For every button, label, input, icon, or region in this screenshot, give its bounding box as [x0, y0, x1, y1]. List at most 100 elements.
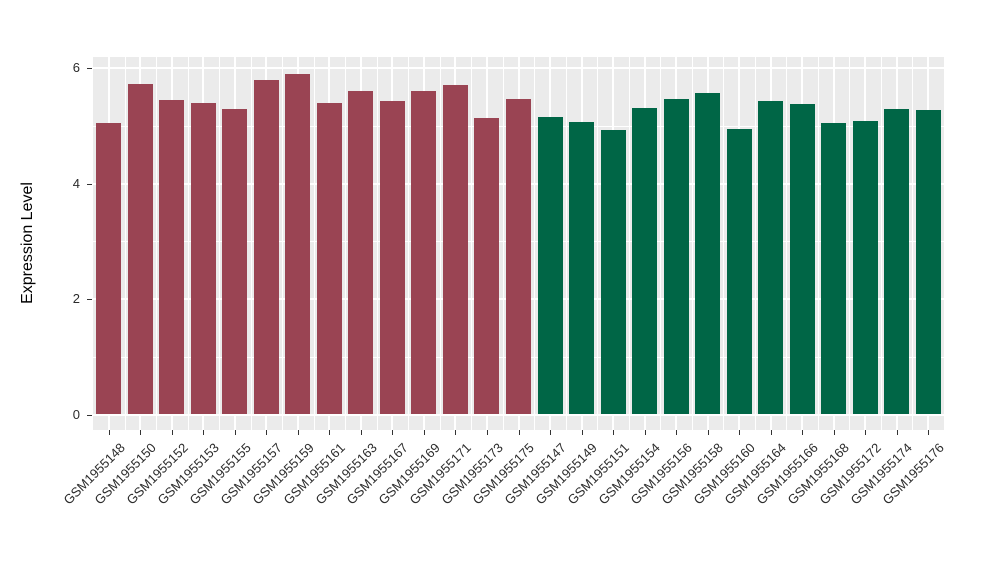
bar-GSM1955154: [632, 108, 658, 415]
bar-GSM1955160: [726, 129, 752, 415]
x-tick-label-text: GSM1955153: [154, 440, 222, 508]
x-tick-label-text: GSM1955149: [532, 440, 601, 508]
x-axis-tick: [455, 430, 457, 435]
x-tick-label-text: GSM1955173: [438, 440, 506, 508]
x-tick-label: GSM1955172: [713, 439, 883, 507]
bar-GSM1955176: [915, 109, 941, 415]
x-tick-label: GSM1955151: [461, 439, 631, 507]
x-axis-tick: [392, 430, 394, 435]
gridline-x-minor: [786, 57, 788, 430]
y-axis-tick: [87, 414, 92, 416]
bar-GSM1955167: [379, 101, 405, 415]
gridline-x-minor: [534, 57, 536, 430]
x-tick-label-text: GSM1955148: [60, 440, 128, 508]
x-tick-label: GSM1955156: [524, 439, 694, 507]
gridline-x-minor: [628, 57, 630, 430]
x-tick-label-text: GSM1955159: [249, 440, 317, 508]
x-tick-label-text: GSM1955168: [784, 440, 853, 508]
x-tick-label: GSM1955175: [367, 439, 537, 507]
bar-GSM1955172: [852, 120, 878, 415]
y-tick-label: 6: [72, 60, 80, 76]
y-axis-title: Expression Level: [19, 182, 36, 304]
bar-GSM1955156: [663, 98, 689, 415]
x-axis-tick: [329, 430, 331, 435]
x-axis-tick: [360, 430, 362, 435]
x-tick-label: GSM1955163: [209, 439, 379, 507]
x-tick-label-text: GSM1955154: [595, 440, 664, 508]
x-axis-tick: [928, 430, 930, 435]
x-tick-label-text: GSM1955152: [123, 440, 191, 508]
bar-GSM1955164: [758, 101, 784, 415]
bar-GSM1955171: [442, 85, 468, 415]
x-tick-label: GSM1955171: [303, 439, 474, 507]
bar-GSM1955168: [821, 123, 847, 415]
x-tick-label-text: GSM1955176: [879, 440, 947, 508]
bar-GSM1955166: [789, 104, 815, 415]
bar-GSM1955158: [695, 93, 721, 415]
bar-GSM1955163: [348, 90, 374, 415]
x-tick-label-text: GSM1955157: [217, 440, 285, 508]
gridline-x-minor: [439, 57, 441, 430]
x-axis-tick: [865, 430, 867, 435]
gridline-x-minor: [124, 57, 126, 430]
gridline-x-minor: [219, 57, 221, 430]
bar-GSM1955161: [316, 102, 342, 415]
x-tick-label: GSM1955153: [51, 439, 222, 507]
gridline-x-minor: [376, 57, 378, 430]
x-tick-label: GSM1955158: [556, 439, 726, 507]
bar-GSM1955147: [537, 116, 563, 415]
gridline-x-minor: [187, 57, 189, 430]
x-axis-tick: [550, 430, 552, 435]
bar-GSM1955149: [569, 121, 595, 415]
gridline-x-minor: [660, 57, 662, 430]
x-tick-label: GSM1955150: [0, 439, 159, 507]
x-axis-tick: [802, 430, 804, 435]
x-tick-label: GSM1955149: [430, 439, 600, 507]
bar-GSM1955173: [474, 117, 500, 415]
x-axis-tick: [266, 430, 268, 435]
x-tick-label-text: GSM1955171: [406, 440, 475, 508]
x-tick-label-text: GSM1955151: [564, 440, 632, 508]
x-tick-label: GSM1955154: [493, 439, 663, 507]
gridline-x-minor: [471, 57, 473, 430]
gridline-x-minor: [156, 57, 158, 430]
bar-GSM1955153: [190, 102, 216, 415]
x-tick-label: GSM1955169: [272, 439, 442, 507]
y-tick-label: 4: [72, 175, 80, 191]
bar-GSM1955159: [285, 74, 311, 415]
x-tick-label: GSM1955176: [776, 439, 947, 507]
gridline-x-minor: [313, 57, 315, 430]
x-tick-label: GSM1955166: [650, 439, 820, 507]
y-tick-label: 2: [72, 291, 80, 307]
x-tick-label-text: GSM1955172: [816, 440, 884, 508]
x-tick-label: GSM1955159: [146, 439, 316, 507]
x-tick-label: GSM1955157: [114, 439, 285, 507]
y-tick-label: 0: [72, 406, 80, 422]
bar-GSM1955157: [253, 79, 279, 415]
x-axis-tick: [833, 430, 835, 435]
gridline-x-minor: [817, 57, 819, 430]
x-tick-label-text: GSM1955150: [91, 440, 159, 508]
x-tick-label-text: GSM1955164: [721, 440, 790, 508]
x-axis-tick: [486, 430, 488, 435]
x-tick-label-text: GSM1955161: [280, 440, 348, 508]
x-tick-label: GSM1955173: [335, 439, 505, 507]
x-axis-tick: [739, 430, 741, 435]
gridline-x-minor: [912, 57, 914, 430]
x-axis-tick: [676, 430, 678, 435]
x-axis-tick: [140, 430, 142, 435]
x-axis-tick: [108, 430, 110, 435]
gridline-x-minor: [723, 57, 725, 430]
gridline-x-minor: [565, 57, 567, 430]
y-axis-tick: [87, 299, 92, 301]
gridline-x-minor: [597, 57, 599, 430]
bar-GSM1955169: [411, 90, 437, 415]
y-axis-tick: [87, 183, 92, 185]
x-tick-label: GSM1955152: [20, 439, 190, 507]
gridline-x-minor: [691, 57, 693, 430]
x-axis-tick: [518, 430, 520, 435]
x-axis-tick: [770, 430, 772, 435]
bar-GSM1955152: [159, 100, 185, 415]
x-axis-tick: [644, 430, 646, 435]
